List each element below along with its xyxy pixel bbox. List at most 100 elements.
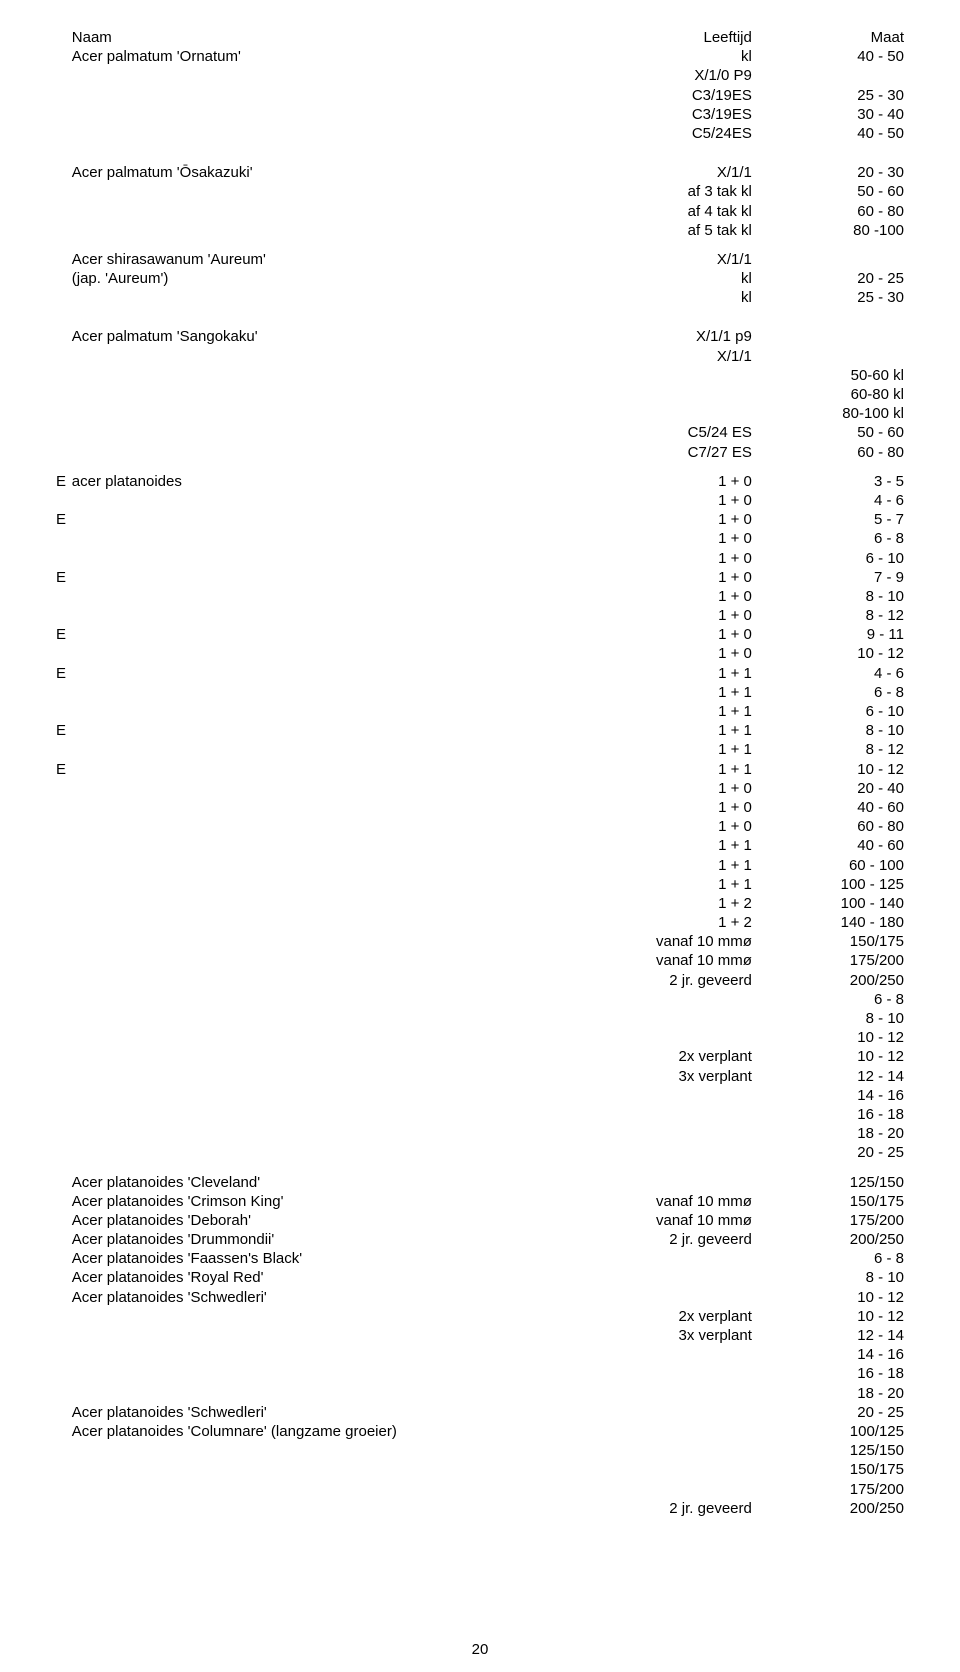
header-name: Naam bbox=[72, 28, 585, 47]
row-name: Acer platanoides 'Faassen's Black' bbox=[72, 1249, 585, 1268]
row-prefix: E bbox=[56, 664, 72, 683]
row-prefix bbox=[56, 1067, 72, 1086]
row-name bbox=[72, 1009, 585, 1028]
row-size: 20 - 40 bbox=[776, 779, 904, 798]
row-prefix bbox=[56, 1047, 72, 1066]
table-row: 80-100 kl bbox=[56, 404, 904, 423]
row-size: 6 - 8 bbox=[776, 529, 904, 548]
table-row: af 3 tak kl50 - 60 bbox=[56, 182, 904, 201]
row-prefix bbox=[56, 817, 72, 836]
row-name bbox=[72, 683, 585, 702]
row-prefix bbox=[56, 529, 72, 548]
row-name bbox=[72, 182, 585, 201]
table-row: 1 + 06 - 10 bbox=[56, 549, 904, 568]
row-prefix bbox=[56, 683, 72, 702]
row-name: Acer platanoides 'Drummondii' bbox=[72, 1230, 585, 1249]
table-row: 16 - 18 bbox=[56, 1364, 904, 1383]
row-name bbox=[72, 549, 585, 568]
header-prefix bbox=[56, 28, 72, 47]
row-age bbox=[584, 1105, 776, 1124]
row-size: 10 - 12 bbox=[776, 760, 904, 779]
row-name bbox=[72, 721, 585, 740]
row-size: 100 - 140 bbox=[776, 894, 904, 913]
row-age bbox=[584, 404, 776, 423]
row-name bbox=[72, 836, 585, 855]
row-name bbox=[72, 913, 585, 932]
row-size: 16 - 18 bbox=[776, 1364, 904, 1383]
row-size: 150/175 bbox=[776, 1460, 904, 1479]
table-row: 3x verplant12 - 14 bbox=[56, 1326, 904, 1345]
row-size: 40 - 50 bbox=[776, 47, 904, 66]
row-name bbox=[72, 385, 585, 404]
spacer bbox=[56, 1163, 904, 1173]
row-age: 1 + 0 bbox=[584, 798, 776, 817]
row-prefix bbox=[56, 66, 72, 85]
row-prefix bbox=[56, 1009, 72, 1028]
row-name bbox=[72, 1067, 585, 1086]
row-name bbox=[72, 702, 585, 721]
table-row: E1 + 110 - 12 bbox=[56, 760, 904, 779]
row-prefix bbox=[56, 288, 72, 307]
table-row: 2x verplant10 - 12 bbox=[56, 1307, 904, 1326]
spacer bbox=[56, 143, 904, 163]
row-prefix bbox=[56, 1422, 72, 1441]
row-prefix bbox=[56, 1326, 72, 1345]
row-age bbox=[584, 1249, 776, 1268]
table-row: X/1/1 bbox=[56, 347, 904, 366]
row-prefix bbox=[56, 327, 72, 346]
row-prefix bbox=[56, 423, 72, 442]
row-prefix bbox=[56, 1403, 72, 1422]
row-age bbox=[584, 1422, 776, 1441]
row-name bbox=[72, 740, 585, 759]
row-size: 5 - 7 bbox=[776, 510, 904, 529]
row-size: 8 - 10 bbox=[776, 1009, 904, 1028]
row-name bbox=[72, 1345, 585, 1364]
row-age: af 4 tak kl bbox=[584, 202, 776, 221]
table-row: Acer platanoides 'Crimson King'vanaf 10 … bbox=[56, 1192, 904, 1211]
row-name bbox=[72, 1047, 585, 1066]
row-age: 3x verplant bbox=[584, 1067, 776, 1086]
row-prefix: E bbox=[56, 568, 72, 587]
row-name: acer platanoides bbox=[72, 472, 585, 491]
table-row: Acer platanoides 'Faassen's Black'6 - 8 bbox=[56, 1249, 904, 1268]
row-age: 1 + 0 bbox=[584, 587, 776, 606]
row-size: 125/150 bbox=[776, 1173, 904, 1192]
spacer bbox=[56, 240, 904, 250]
table-row: Acer shirasawanum 'Aureum'X/1/1 bbox=[56, 250, 904, 269]
row-name bbox=[72, 1384, 585, 1403]
row-name bbox=[72, 1499, 585, 1518]
table-row: 2 jr. geveerd200/250 bbox=[56, 971, 904, 990]
table-row: vanaf 10 mmø175/200 bbox=[56, 951, 904, 970]
table-row: 1 + 010 - 12 bbox=[56, 644, 904, 663]
row-size: 60 - 80 bbox=[776, 443, 904, 462]
table-row: vanaf 10 mmø150/175 bbox=[56, 932, 904, 951]
row-age: 1 + 0 bbox=[584, 472, 776, 491]
table-row: E1 + 05 - 7 bbox=[56, 510, 904, 529]
row-size: 8 - 10 bbox=[776, 721, 904, 740]
row-age: vanaf 10 mmø bbox=[584, 1211, 776, 1230]
row-prefix bbox=[56, 269, 72, 288]
table-row: Acer palmatum 'Ōsakazuki'X/1/120 - 30 bbox=[56, 163, 904, 182]
row-size: 10 - 12 bbox=[776, 1288, 904, 1307]
row-size: 6 - 10 bbox=[776, 702, 904, 721]
row-size: 6 - 8 bbox=[776, 683, 904, 702]
row-prefix: E bbox=[56, 510, 72, 529]
row-prefix bbox=[56, 913, 72, 932]
row-name bbox=[72, 568, 585, 587]
row-name bbox=[72, 288, 585, 307]
table-row: 50-60 kl bbox=[56, 366, 904, 385]
row-name bbox=[72, 366, 585, 385]
row-size: 7 - 9 bbox=[776, 568, 904, 587]
row-age bbox=[584, 1173, 776, 1192]
row-age: X/1/1 bbox=[584, 250, 776, 269]
header-age: Leeftijd bbox=[584, 28, 776, 47]
row-prefix bbox=[56, 105, 72, 124]
row-age: 2 jr. geveerd bbox=[584, 1499, 776, 1518]
table-row: 1 + 16 - 8 bbox=[56, 683, 904, 702]
row-name bbox=[72, 1307, 585, 1326]
row-size: 25 - 30 bbox=[776, 288, 904, 307]
row-name bbox=[72, 760, 585, 779]
row-age bbox=[584, 1384, 776, 1403]
row-prefix bbox=[56, 1173, 72, 1192]
row-name: Acer palmatum 'Ornatum' bbox=[72, 47, 585, 66]
